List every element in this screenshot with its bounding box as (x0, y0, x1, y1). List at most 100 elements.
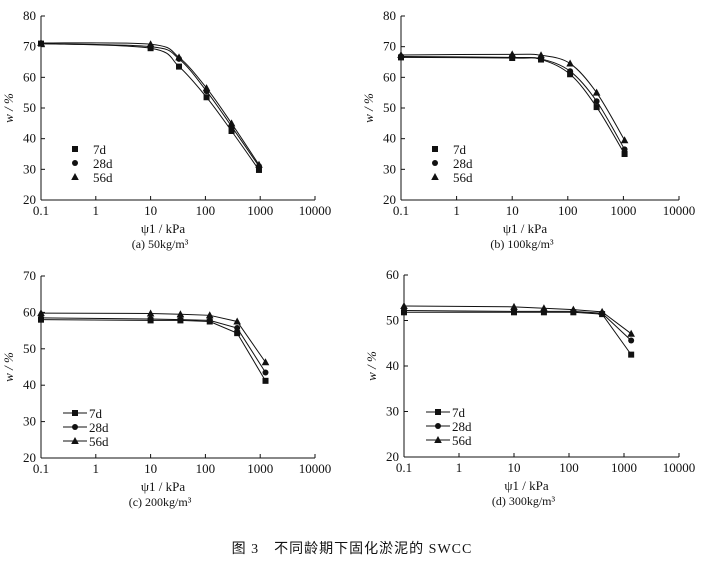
data-point (540, 304, 548, 312)
data-point (620, 136, 629, 144)
y-tick-label: 60 (23, 69, 36, 84)
data-point (262, 369, 269, 376)
data-point (37, 38, 45, 46)
x-tick-label: 1000 (610, 203, 636, 218)
y-tick-label: 80 (383, 8, 396, 23)
x-tick-label: 0.1 (393, 203, 409, 218)
x-tick-label: 10000 (299, 203, 332, 218)
data-point (592, 88, 601, 96)
x-tick-label: 1000 (611, 460, 637, 475)
series-7d (38, 40, 262, 173)
series-56d (37, 38, 263, 168)
x-tick-label: 1000 (247, 461, 273, 476)
legend-marker (72, 410, 78, 416)
data-point (627, 329, 635, 337)
legend-label: 7d (93, 142, 107, 157)
legend-marker (72, 160, 78, 166)
x-tick-label: 100 (559, 460, 579, 475)
y-tick-label: 70 (23, 268, 36, 283)
legend-label: 7d (452, 405, 466, 420)
legend-marker (431, 173, 439, 180)
panel-subtitle: (c) 200kg/m³ (129, 495, 192, 509)
data-point (147, 315, 154, 322)
y-tick-label: 40 (23, 377, 36, 392)
data-point (508, 50, 516, 58)
series-7d (401, 309, 635, 358)
legend-marker (71, 437, 79, 444)
data-point (255, 160, 263, 168)
series-line (400, 56, 626, 155)
data-point (628, 337, 635, 344)
chart-panel: 20 30 40 50 60 70 0.1 1 10 100 1000 10000 ψ1 / kPa w … (1, 268, 331, 509)
series-56d (37, 309, 270, 366)
x-tick-label: 100 (558, 203, 578, 218)
legend-marker (72, 146, 78, 152)
data-point (567, 68, 574, 75)
x-tick-label: 1 (453, 203, 460, 218)
series-7d (398, 54, 628, 157)
x-axis-label: ψ1 / kPa (503, 221, 547, 236)
x-tick-label: 10 (508, 460, 521, 475)
y-tick-label: 40 (383, 131, 396, 146)
series-line (404, 311, 632, 355)
legend-label: 7d (89, 406, 103, 421)
x-tick-label: 1 (93, 461, 100, 476)
series-line (40, 312, 266, 363)
series-28d (398, 53, 628, 153)
data-point (628, 351, 635, 358)
legend-label: 56d (93, 170, 113, 185)
y-tick-label: 60 (383, 69, 396, 84)
y-tick-label: 80 (23, 8, 36, 23)
panel-subtitle: (b) 100kg/m³ (490, 237, 554, 251)
data-point (598, 307, 606, 315)
x-tick-label: 1 (93, 203, 100, 218)
x-tick-label: 0.1 (33, 461, 49, 476)
data-point (176, 63, 183, 70)
series-line (403, 309, 632, 341)
legend-marker (71, 173, 79, 180)
data-point (593, 104, 600, 111)
x-tick-label: 1000 (247, 203, 273, 218)
data-point (234, 325, 241, 332)
x-tick-label: 100 (196, 461, 216, 476)
x-tick-label: 10 (144, 461, 157, 476)
chart-panel: 20 30 40 50 60 70 80 0.1 1 10 100 1000 10000 ψ1 / kPa… (361, 8, 695, 251)
data-point (566, 59, 574, 67)
series-line (40, 319, 266, 382)
data-point (203, 94, 210, 101)
chart-panel: 20 30 40 50 60 70 80 0.1 1 10 100 1000 10000 ψ1 / kPa… (1, 8, 331, 251)
x-tick-label: 1 (456, 460, 463, 475)
legend-marker (435, 409, 441, 415)
data-point (176, 310, 185, 318)
y-tick-label: 20 (23, 450, 36, 465)
data-point (228, 128, 235, 134)
legend-marker (435, 423, 441, 429)
data-point (397, 50, 405, 58)
y-tick-label: 50 (23, 341, 36, 356)
data-point (621, 146, 628, 153)
data-point (262, 377, 269, 384)
y-tick-label: 20 (386, 449, 399, 464)
data-point (146, 309, 155, 317)
y-tick-label: 50 (386, 313, 399, 328)
data-point (255, 166, 262, 173)
x-tick-label: 10000 (663, 203, 696, 218)
data-point (400, 301, 408, 309)
data-point (261, 358, 270, 366)
y-tick-label: 60 (386, 267, 399, 282)
panel-subtitle: (d) 300kg/m³ (492, 494, 556, 508)
legend-label: 7d (453, 142, 467, 157)
y-tick-label: 50 (383, 100, 396, 115)
data-point (146, 40, 155, 48)
data-point (401, 307, 407, 314)
data-point (206, 317, 213, 324)
y-tick-label: 60 (23, 304, 36, 319)
x-tick-label: 10 (506, 203, 519, 218)
x-tick-label: 0.1 (33, 203, 49, 218)
data-point (175, 53, 183, 61)
series-28d (401, 307, 635, 344)
